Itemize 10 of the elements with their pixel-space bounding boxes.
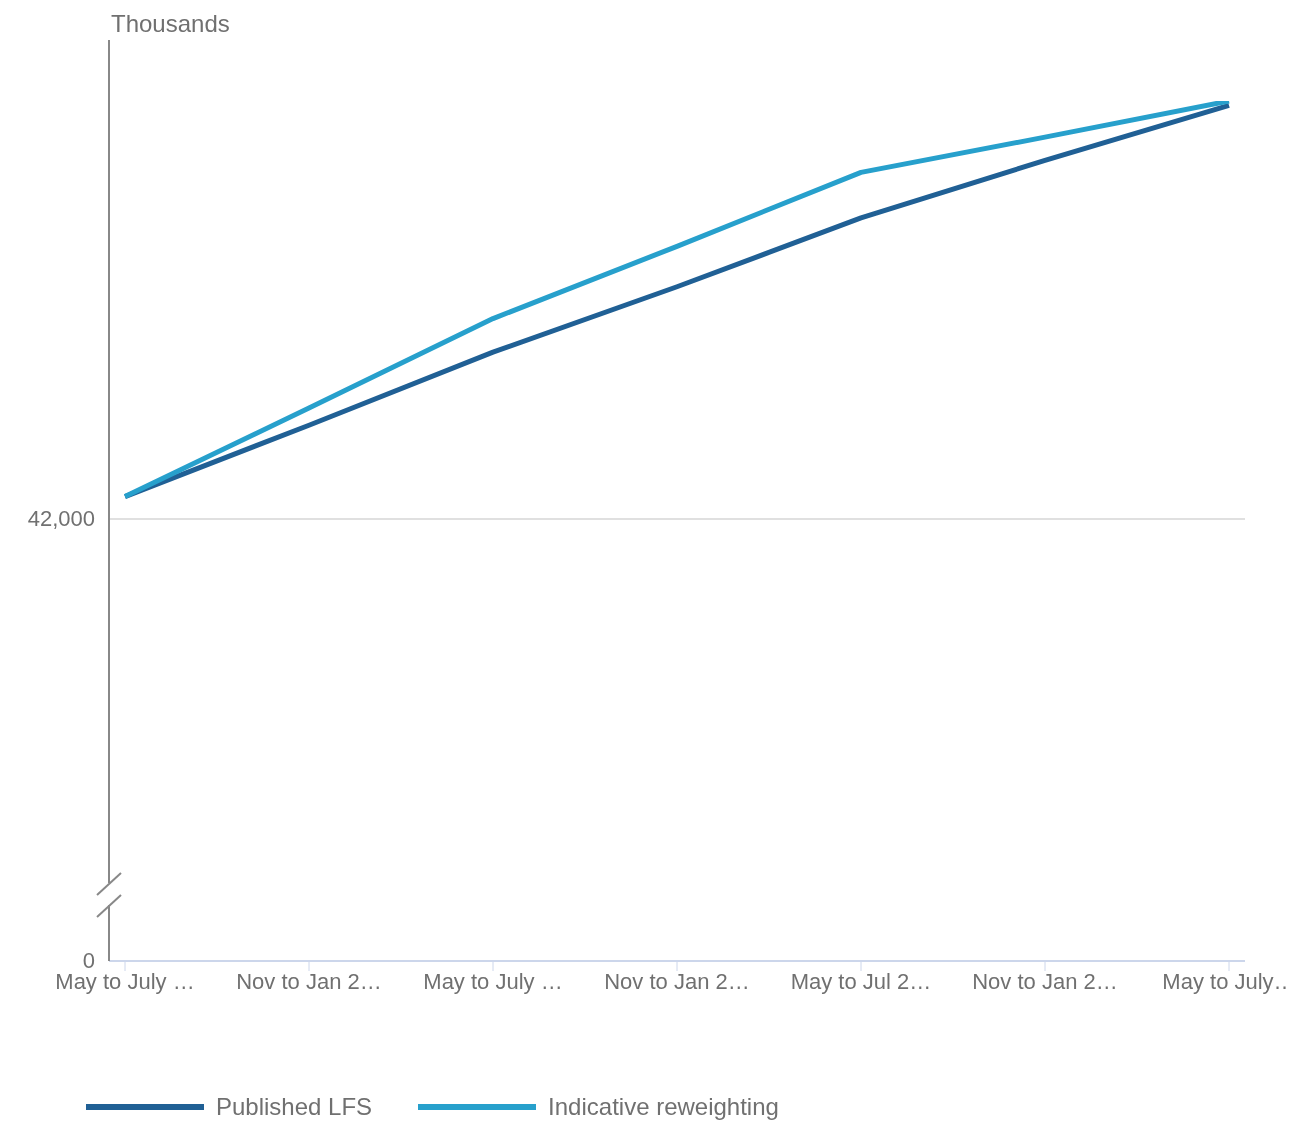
- x-tick-label: Nov to Jan 2…: [604, 968, 750, 994]
- x-tick-label: May to July …: [423, 968, 563, 994]
- text: 42,000: [27, 505, 95, 532]
- legend-label: Indicative reweighting: [548, 1093, 779, 1121]
- x-tick-label: May to Jul 2…: [790, 968, 932, 994]
- x-tick-label: Nov to Jan 2…: [236, 968, 382, 994]
- legend-label: Published LFS: [216, 1093, 373, 1121]
- x-tick-label: May to July…: [1162, 968, 1296, 994]
- x-tick-label: Nov to Jan 2…: [972, 968, 1118, 994]
- y-axis-title: Thousands: [111, 10, 230, 38]
